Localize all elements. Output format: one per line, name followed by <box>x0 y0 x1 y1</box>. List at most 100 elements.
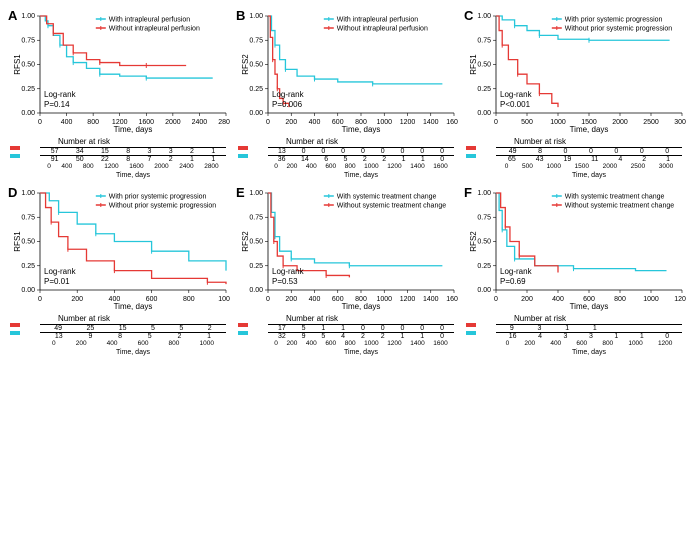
svg-text:0.00: 0.00 <box>249 110 263 117</box>
risk-cell: 8 <box>126 156 130 163</box>
risk-row: 49800000 <box>496 147 682 155</box>
svg-text:200: 200 <box>71 296 83 303</box>
risk-cell: 2 <box>177 333 181 340</box>
risk-cell: 5 <box>148 333 152 340</box>
risk-cell: 0 <box>381 148 385 155</box>
svg-text:0.75: 0.75 <box>249 37 263 44</box>
svg-text:1.00: 1.00 <box>21 13 35 20</box>
risk-cell: 25 <box>87 325 95 332</box>
svg-text:1400: 1400 <box>423 296 439 303</box>
svg-text:2000: 2000 <box>165 119 181 126</box>
risk-cell: 32 <box>278 333 286 340</box>
svg-text:1200: 1200 <box>400 119 416 126</box>
svg-text:2500: 2500 <box>643 119 659 126</box>
risk-series-marker <box>466 331 476 335</box>
risk-row: 1751100000 <box>268 324 454 332</box>
risk-cell: 0 <box>361 148 365 155</box>
svg-text:3000: 3000 <box>674 119 686 126</box>
svg-text:Without systemic treatment cha: Without systemic treatment change <box>565 203 674 210</box>
svg-text:2400: 2400 <box>192 119 208 126</box>
risk-cell: 8 <box>126 148 130 155</box>
svg-text:Log-rank: Log-rank <box>44 90 77 99</box>
risk-cell: 1 <box>211 148 215 155</box>
risk-row: 492515552 <box>40 324 226 332</box>
svg-text:0.25: 0.25 <box>21 86 35 93</box>
svg-text:P=0.53: P=0.53 <box>272 277 298 286</box>
risk-cell: 57 <box>51 148 59 155</box>
svg-text:0.75: 0.75 <box>477 214 491 221</box>
svg-text:RFS2: RFS2 <box>241 54 250 75</box>
risk-cell: 22 <box>101 156 109 163</box>
svg-text:1600: 1600 <box>446 119 458 126</box>
risk-row: 57341583321 <box>40 147 226 155</box>
risk-cell: 13 <box>55 333 63 340</box>
km-plot: 0.000.250.500.751.0004008001200160020002… <box>10 10 230 135</box>
svg-text:Time, days: Time, days <box>114 125 153 134</box>
svg-text:Without intrapleural perfusion: Without intrapleural perfusion <box>109 26 200 33</box>
svg-text:Without intrapleural perfusion: Without intrapleural perfusion <box>337 26 428 33</box>
risk-series-marker <box>466 154 476 158</box>
svg-text:Time, days: Time, days <box>114 302 153 311</box>
risk-cell: 5 <box>179 325 183 332</box>
svg-text:With prior systemic progressio: With prior systemic progression <box>109 194 207 201</box>
panel-B: B0.000.250.500.751.000200400600800100012… <box>238 10 458 179</box>
panel-F: F0.000.250.500.751.000200400600800100012… <box>466 187 686 356</box>
svg-text:1000: 1000 <box>550 119 566 126</box>
svg-text:1.00: 1.00 <box>21 190 35 197</box>
svg-text:200: 200 <box>285 296 297 303</box>
svg-text:0.00: 0.00 <box>249 287 263 294</box>
svg-text:1000: 1000 <box>643 296 659 303</box>
risk-series-marker <box>10 323 20 327</box>
risk-table: Number at risk13000000003614652211002004… <box>238 137 458 179</box>
svg-text:1000: 1000 <box>218 296 230 303</box>
risk-cell: 0 <box>440 148 444 155</box>
risk-header: Number at risk <box>514 137 682 146</box>
risk-cell: 1 <box>666 156 670 163</box>
km-plot: 0.000.250.500.751.0005001000150020002500… <box>466 10 686 135</box>
svg-text:With systemic treatment change: With systemic treatment change <box>337 194 437 201</box>
risk-series-marker <box>10 331 20 335</box>
risk-series-marker <box>466 323 476 327</box>
km-plot: 0.000.250.500.751.0002004006008001000120… <box>238 187 458 312</box>
km-plot: 0.000.250.500.751.0002004006008001000120… <box>238 10 458 135</box>
risk-cell: 0 <box>361 325 365 332</box>
svg-text:400: 400 <box>309 296 321 303</box>
svg-text:0.50: 0.50 <box>21 239 35 246</box>
risk-cell: 0 <box>640 148 644 155</box>
risk-xlabel: Time, days <box>496 349 682 356</box>
risk-cell: 2 <box>382 156 386 163</box>
svg-text:0.50: 0.50 <box>249 62 263 69</box>
svg-text:With prior systemic progressio: With prior systemic progression <box>565 17 663 24</box>
risk-table: Number at risk17511000003295422110020040… <box>238 314 458 356</box>
svg-text:0: 0 <box>38 296 42 303</box>
svg-text:1.00: 1.00 <box>249 13 263 20</box>
risk-cell: 9 <box>510 325 514 332</box>
risk-cell: 49 <box>54 325 62 332</box>
risk-cell: 2 <box>169 156 173 163</box>
svg-text:RFS1: RFS1 <box>13 231 22 252</box>
svg-text:Time, days: Time, days <box>570 302 609 311</box>
risk-cell: 1 <box>321 325 325 332</box>
risk-cell: 0 <box>341 148 345 155</box>
svg-text:P=0.01: P=0.01 <box>44 277 70 286</box>
risk-cell: 49 <box>509 148 517 155</box>
svg-text:0.50: 0.50 <box>21 62 35 69</box>
risk-cell: 1 <box>614 333 618 340</box>
risk-cell: 2 <box>642 156 646 163</box>
panel-A: A0.000.250.500.751.000400800120016002000… <box>10 10 230 179</box>
risk-cell: 2 <box>208 325 212 332</box>
svg-text:800: 800 <box>614 296 626 303</box>
risk-cell: 0 <box>420 148 424 155</box>
svg-text:0.25: 0.25 <box>249 86 263 93</box>
panel-label: B <box>236 8 245 23</box>
svg-text:400: 400 <box>61 119 73 126</box>
risk-cell: 43 <box>536 156 544 163</box>
svg-text:P=0.69: P=0.69 <box>500 277 526 286</box>
svg-text:1200: 1200 <box>674 296 686 303</box>
risk-cell: 9 <box>302 333 306 340</box>
risk-cell: 6 <box>324 156 328 163</box>
risk-cell: 0 <box>401 325 405 332</box>
risk-header: Number at risk <box>286 137 454 146</box>
panel-label: C <box>464 8 473 23</box>
svg-text:0: 0 <box>38 119 42 126</box>
